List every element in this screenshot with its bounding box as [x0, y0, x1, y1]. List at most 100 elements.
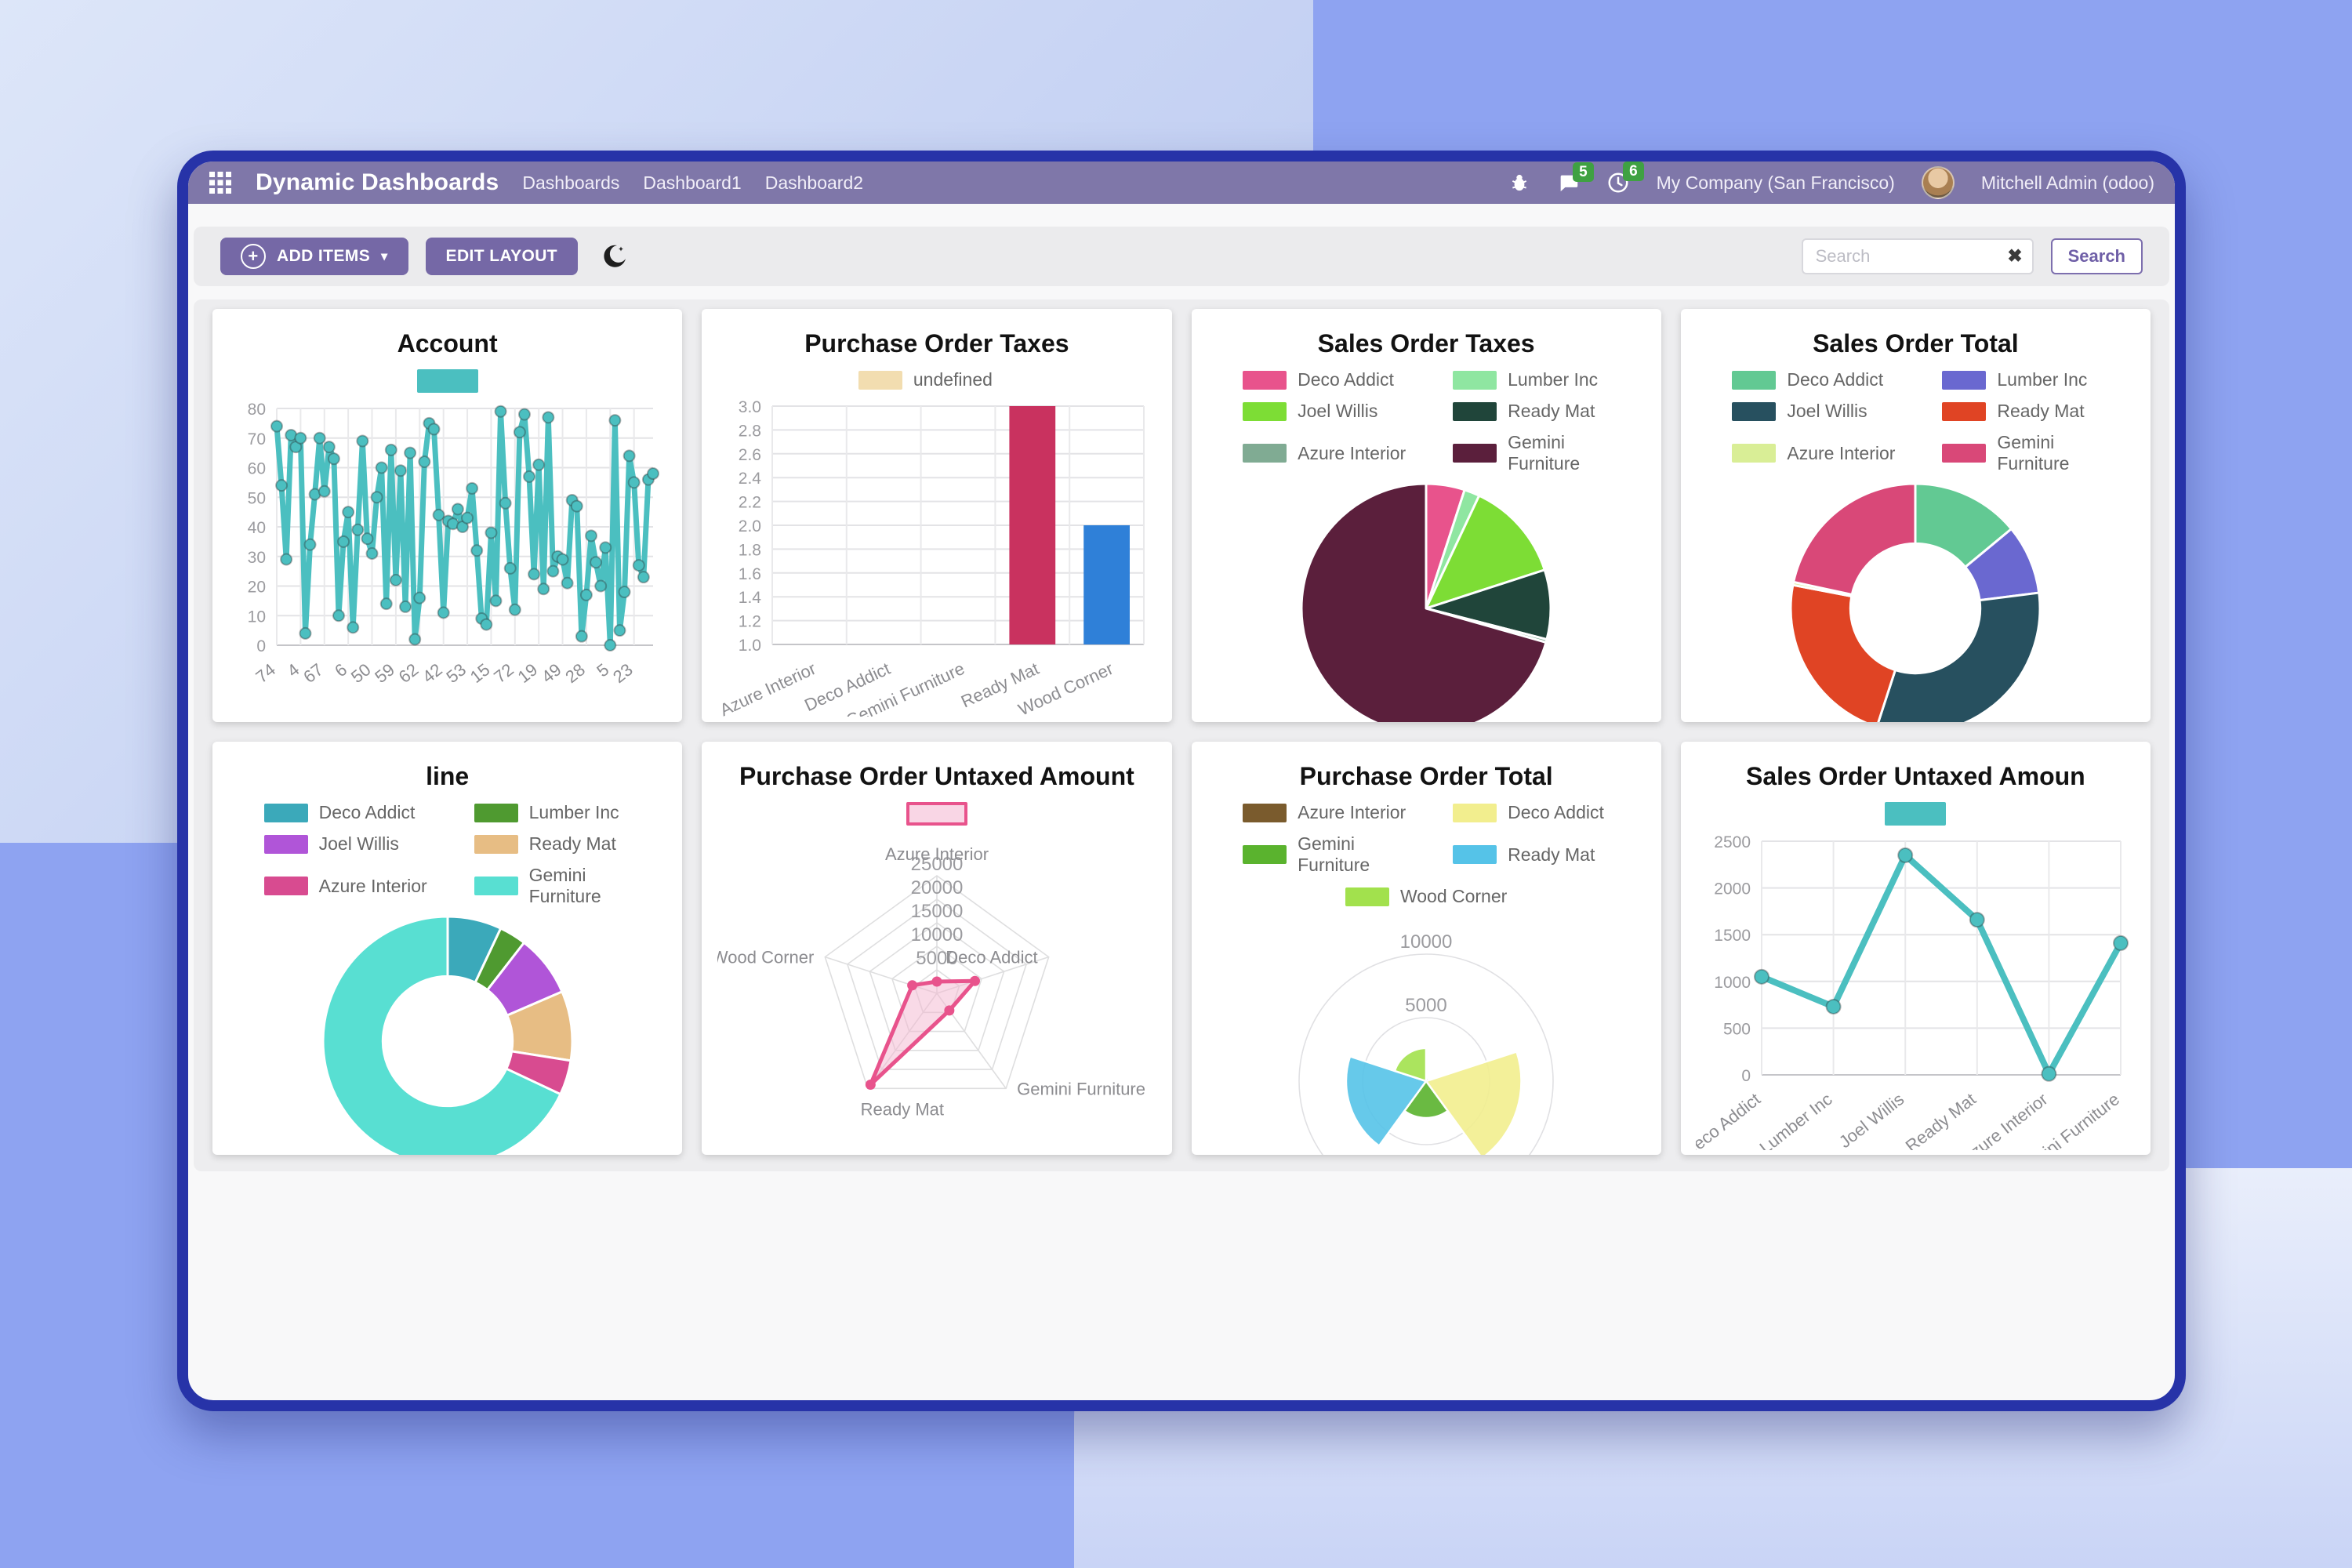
legend-swatch — [1453, 444, 1497, 463]
dashboard-grid-panel: Account 0 10 20 30 40 50 60 70 80 74 4 67 6 50 59 62 42 5… — [194, 299, 2169, 1171]
svg-text:15000: 15000 — [911, 901, 964, 922]
svg-text:25000: 25000 — [911, 854, 964, 875]
nav-link-dashboard2[interactable]: Dashboard2 — [764, 172, 864, 193]
svg-text:1000: 1000 — [1715, 974, 1751, 992]
user-avatar[interactable] — [1921, 166, 1955, 199]
legend-item[interactable]: Deco Addict — [1705, 369, 1915, 390]
legend-label: Gemini Furniture — [528, 865, 601, 906]
activities-clock-icon[interactable]: 6 — [1606, 162, 1644, 194]
chart-legend — [702, 802, 1171, 826]
user-menu[interactable]: Mitchell Admin (odoo) — [1980, 172, 2154, 193]
legend-item[interactable]: Lumber Inc — [448, 802, 658, 823]
legend-item[interactable]: Ready Mat — [1426, 401, 1636, 422]
legend-item[interactable] — [416, 369, 478, 393]
legend-item[interactable]: Ready Mat — [448, 833, 658, 855]
purchase-order-taxes-bar-chart: 1.0 1.2 1.4 1.6 1.8 2.0 2.2 2.4 2.6 2.8 3.0 Azure I… — [702, 395, 1171, 722]
legend-label: Azure Interior — [1787, 442, 1896, 463]
legend-item[interactable]: Deco Addict — [1426, 802, 1636, 823]
legend-swatch — [1732, 370, 1777, 390]
legend-label: Gemini Furniture — [1997, 432, 2070, 474]
legend-swatch — [1243, 845, 1287, 864]
legend-swatch — [858, 370, 902, 390]
legend-label: Joel Willis — [318, 833, 399, 854]
svg-text:60: 60 — [247, 460, 265, 478]
chart-legend: Deco Addict Lumber Inc Joel Willis Ready Ma… — [1192, 369, 1661, 474]
legend-label: Azure Interior — [1298, 802, 1406, 822]
dark-mode-moon-icon[interactable] — [601, 243, 628, 270]
svg-text:Gemini Furniture: Gemini Furniture — [1017, 1079, 1145, 1098]
legend-item[interactable]: Gemini Furniture — [1216, 833, 1426, 876]
search-clear-icon[interactable]: ✖ — [2007, 245, 2023, 266]
svg-text:62: 62 — [394, 659, 422, 687]
add-items-button[interactable]: + ADD ITEMS ▾ — [220, 238, 408, 275]
svg-text:15: 15 — [466, 659, 493, 687]
chart-legend: Azure Interior Deco Addict Gemini Furnitur… — [1192, 802, 1661, 907]
messages-icon[interactable]: 5 — [1556, 162, 1594, 194]
svg-text:Azure Interior: Azure Interior — [885, 844, 989, 864]
legend-item[interactable] — [1885, 802, 1947, 826]
legend-swatch — [474, 877, 518, 895]
legend-item[interactable]: Gemini Furniture — [448, 865, 658, 907]
legend-swatch — [1942, 401, 1987, 421]
legend-item[interactable]: Gemini Furniture — [1915, 432, 2125, 474]
search-button[interactable]: Search — [2050, 238, 2143, 274]
legend-item[interactable]: Lumber Inc — [1915, 369, 2125, 390]
legend-swatch — [263, 877, 308, 895]
legend-label: Ready Mat — [1997, 401, 2085, 421]
svg-text:67: 67 — [299, 659, 327, 687]
legend-item[interactable]: Gemini Furniture — [1426, 432, 1636, 474]
legend-swatch — [1453, 803, 1497, 822]
legend-item[interactable]: Joel Willis — [1216, 401, 1426, 422]
nav-link-dashboards[interactable]: Dashboards — [522, 172, 620, 193]
purchase-order-untaxed-radar-chart: 5000 10000 15000 20000 25000 Azure Interior De… — [702, 830, 1171, 1155]
chart-legend: Deco Addict Lumber Inc Joel Willis Ready Ma… — [212, 802, 682, 907]
app-title[interactable]: Dynamic Dashboards — [256, 169, 499, 195]
legend-label: Lumber Inc — [1508, 369, 1599, 390]
svg-text:10: 10 — [247, 608, 265, 626]
nav-link-dashboard1[interactable]: Dashboard1 — [643, 172, 742, 193]
legend-item[interactable]: undefined — [832, 369, 1042, 390]
company-switcher[interactable]: My Company (San Francisco) — [1656, 172, 1895, 193]
svg-text:2.2: 2.2 — [739, 494, 761, 512]
card-sales-order-untaxed-amount: Sales Order Untaxed Amoun 0 500 1000 1500 20… — [1680, 742, 2151, 1155]
legend-item[interactable]: Deco Addict — [1216, 369, 1426, 390]
legend-swatch — [1243, 370, 1287, 390]
legend-item[interactable]: Azure Interior — [1216, 432, 1426, 474]
legend-item[interactable]: Wood Corner — [1345, 886, 1507, 907]
svg-text:59: 59 — [371, 659, 398, 687]
legend-item[interactable]: Azure Interior — [1216, 802, 1426, 823]
legend-swatch — [1243, 444, 1287, 463]
chart-title: Account — [397, 329, 498, 358]
legend-item[interactable]: Joel Willis — [1705, 401, 1915, 422]
legend-swatch — [474, 803, 518, 822]
card-sales-order-taxes: Sales Order Taxes Deco Addict Lumber Inc J… — [1191, 309, 1661, 722]
svg-text:10000: 10000 — [911, 924, 964, 946]
svg-text:0: 0 — [256, 637, 266, 655]
legend-item[interactable]: Deco Addict — [238, 802, 448, 823]
legend-item[interactable]: Ready Mat — [1426, 833, 1636, 876]
legend-label: Wood Corner — [1399, 886, 1508, 906]
legend-item[interactable]: Joel Willis — [238, 833, 448, 855]
svg-text:Deco Addict: Deco Addict — [946, 948, 1037, 967]
svg-text:Ready Mat: Ready Mat — [861, 1099, 944, 1119]
activities-badge: 6 — [1623, 162, 1644, 181]
sales-order-total-doughnut-chart — [1681, 479, 2151, 722]
apps-grid-icon[interactable] — [209, 171, 232, 194]
svg-text:2000: 2000 — [1715, 880, 1751, 898]
chart-title: Purchase Order Taxes — [804, 329, 1069, 358]
svg-text:28: 28 — [561, 659, 589, 687]
legend-item[interactable]: Ready Mat — [1915, 401, 2125, 422]
svg-text:53: 53 — [442, 659, 470, 687]
svg-text:49: 49 — [538, 659, 565, 687]
search-input[interactable] — [1801, 238, 2034, 274]
legend-item[interactable] — [906, 802, 967, 826]
legend-item[interactable]: Lumber Inc — [1426, 369, 1636, 390]
debug-bug-icon[interactable] — [1509, 172, 1530, 193]
legend-item[interactable]: Azure Interior — [1705, 432, 1915, 474]
app-window: Dynamic Dashboards Dashboards Dashboard1… — [177, 151, 2186, 1411]
edit-layout-button[interactable]: EDIT LAYOUT — [425, 238, 579, 275]
legend-label: Deco Addict — [318, 802, 416, 822]
legend-item[interactable]: Azure Interior — [238, 865, 448, 907]
svg-text:5000: 5000 — [916, 948, 957, 969]
svg-text:1500: 1500 — [1715, 927, 1751, 945]
